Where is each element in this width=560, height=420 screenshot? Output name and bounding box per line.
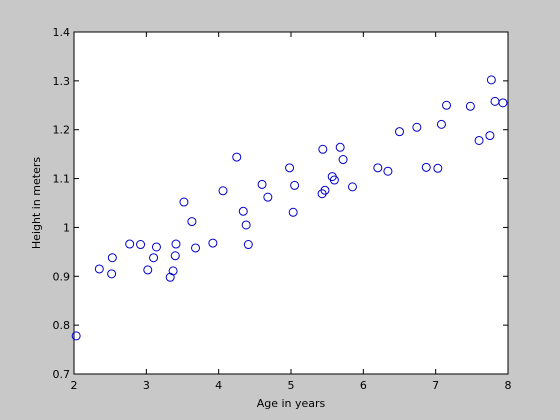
data-point: [383, 166, 393, 176]
axis-ticks: 2 3 4 5 6 7 8 0.7 0.8 0.9 1 1.1 1.2 1.3 1.4: [53, 26, 512, 392]
data-point: [241, 220, 251, 230]
data-point: [442, 100, 452, 110]
data-point: [149, 253, 159, 263]
data-point: [498, 98, 508, 108]
y-tick-label: 0.9: [53, 270, 71, 283]
data-point: [187, 217, 197, 227]
y-axis-label: Height in meters: [30, 157, 43, 249]
data-point: [179, 197, 189, 207]
data-point: [257, 179, 267, 189]
data-point: [243, 240, 253, 250]
data-point: [412, 122, 422, 132]
x-tick-label: 3: [143, 379, 150, 392]
data-point: [421, 162, 431, 172]
x-tick-label: 6: [360, 379, 367, 392]
x-tick-label: 8: [505, 379, 512, 392]
data-point: [136, 240, 146, 250]
y-tick-label: 0.7: [53, 368, 71, 381]
data-point: [107, 269, 117, 279]
x-tick-label: 7: [432, 379, 439, 392]
data-point: [170, 251, 180, 261]
data-point: [208, 238, 218, 248]
y-tick-label: 1.2: [53, 124, 71, 137]
data-point: [232, 152, 242, 162]
data-point: [285, 163, 295, 173]
data-point: [238, 206, 248, 216]
data-point: [347, 182, 357, 192]
data-point: [94, 264, 104, 274]
data-point: [288, 207, 298, 217]
data-point: [338, 155, 348, 165]
data-point: [433, 163, 443, 173]
data-point: [329, 175, 339, 185]
data-point: [171, 239, 181, 249]
x-tick-label: 4: [215, 379, 222, 392]
y-tick-label: 1.1: [53, 173, 71, 186]
data-point: [143, 265, 153, 275]
y-tick-label: 1: [63, 221, 70, 234]
data-point: [395, 127, 404, 137]
y-tick-label: 0.8: [53, 319, 71, 332]
y-tick-label: 1.3: [53, 75, 71, 88]
data-point: [465, 101, 475, 111]
data-point: [218, 186, 228, 196]
data-point: [486, 75, 496, 85]
x-tick-label: 5: [288, 379, 295, 392]
data-point: [485, 131, 495, 141]
x-tick-label: 2: [71, 379, 78, 392]
data-point: [436, 119, 446, 129]
data-point: [373, 163, 383, 173]
data-points: [71, 75, 508, 341]
data-point: [263, 192, 273, 202]
data-point: [191, 243, 201, 253]
data-point: [71, 331, 81, 341]
data-point: [125, 239, 135, 249]
data-point: [335, 142, 345, 152]
data-point: [290, 180, 300, 190]
data-point: [474, 135, 484, 145]
y-tick-label: 1.4: [53, 26, 71, 39]
data-point: [107, 253, 117, 263]
x-axis-label: Age in years: [257, 397, 326, 410]
plot-area: [73, 31, 509, 375]
data-point: [168, 266, 178, 276]
data-point: [318, 144, 328, 154]
data-point: [151, 242, 161, 252]
data-point: [320, 185, 330, 195]
